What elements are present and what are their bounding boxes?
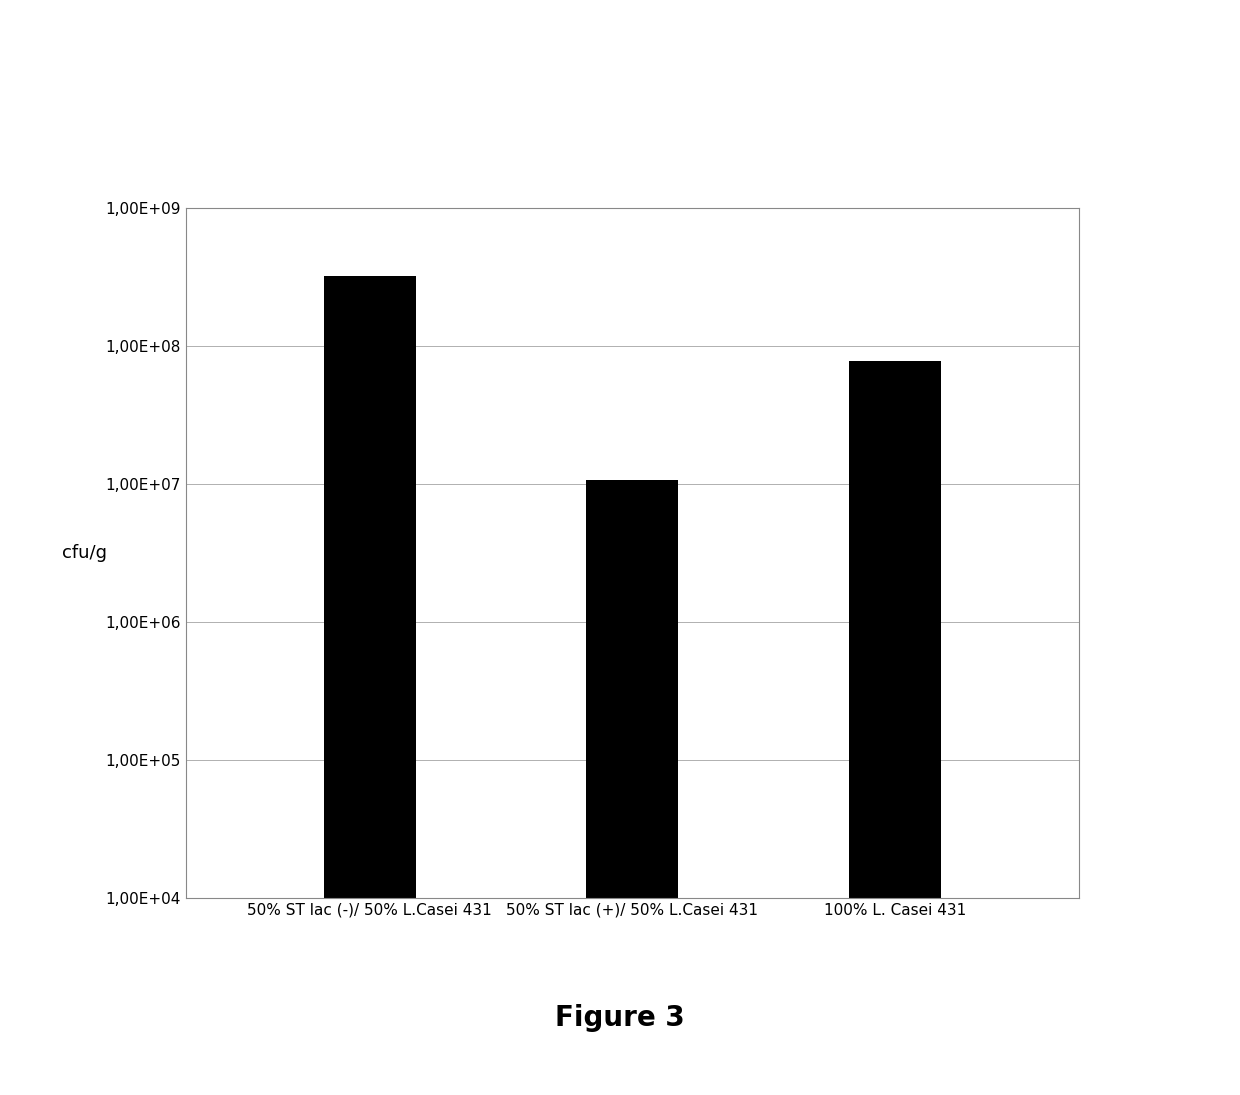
Bar: [587, 481, 678, 1095]
Bar: [849, 361, 941, 1095]
Y-axis label: cfu/g: cfu/g: [62, 544, 108, 562]
Text: Figure 3: Figure 3: [556, 1004, 684, 1033]
Bar: [324, 276, 415, 1095]
